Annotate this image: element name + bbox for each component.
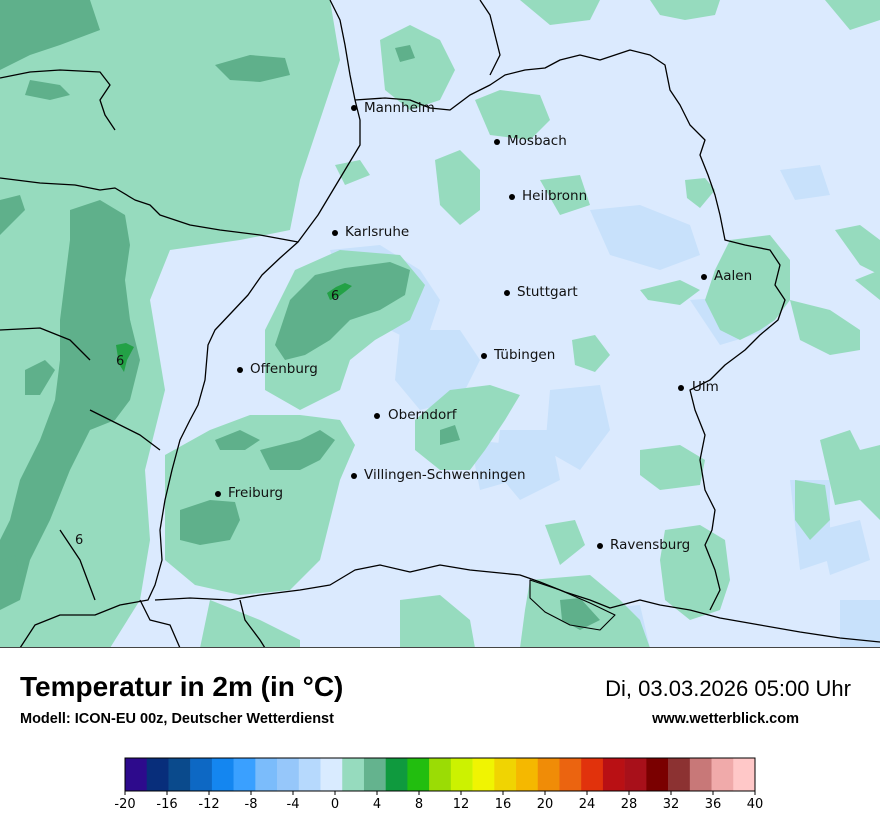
legend-tick-label: 28 (621, 797, 638, 812)
city-label-ulm: Ulm (692, 379, 719, 395)
city-label-ravensburg: Ravensburg (610, 537, 690, 553)
legend-swatch (211, 758, 234, 791)
map-title: Temperatur in 2m (in °C) (20, 671, 344, 702)
legend-swatch (668, 758, 691, 791)
legend-swatch (342, 758, 365, 791)
city-offenburg: Offenburg (237, 361, 318, 377)
legend-swatch (385, 758, 408, 791)
temperature-map: Mannheim Mosbach Heilbronn Karlsruhe Stu… (0, 0, 880, 648)
legend-swatch (298, 758, 321, 791)
legend-tick-label: 40 (747, 797, 764, 812)
city-label-tuebingen: Tübingen (493, 347, 555, 363)
legend-swatch (494, 758, 517, 791)
legend-swatch (733, 758, 756, 791)
legend-tick-label: -20 (114, 797, 135, 812)
city-label-freiburg: Freiburg (228, 485, 283, 501)
city-mannheim: Mannheim (351, 100, 435, 116)
valid-time: Di, 03.03.2026 05:00 Uhr (605, 676, 851, 701)
city-label-villingen-schwenningen: Villingen-Schwenningen (364, 467, 526, 483)
legend-swatch (363, 758, 386, 791)
legend-swatch (581, 758, 604, 791)
legend-swatch (429, 758, 452, 791)
legend-tick-label: 8 (415, 797, 423, 812)
map-canvas: Mannheim Mosbach Heilbronn Karlsruhe Stu… (0, 0, 880, 648)
value-label: 6 (116, 354, 124, 369)
city-karlsruhe: Karlsruhe (332, 224, 409, 240)
city-label-mosbach: Mosbach (507, 133, 567, 149)
legend-swatch (711, 758, 734, 791)
city-label-heilbronn: Heilbronn (522, 188, 587, 204)
legend-svg: -20 -16 -12 -8 -4 0 4 8 12 16 20 24 28 32 36 40 (114, 757, 764, 812)
legend-tick-label: 24 (579, 797, 596, 812)
legend-swatch (277, 758, 300, 791)
legend-tick-label: 16 (495, 797, 512, 812)
legend-tick-label: -4 (287, 797, 300, 812)
city-aalen: Aalen (701, 268, 752, 284)
legend-tick-label: 32 (663, 797, 680, 812)
legend-swatch (537, 758, 560, 791)
legend-swatch (255, 758, 278, 791)
legend-swatch (516, 758, 539, 791)
legend-tick-label: -8 (245, 797, 258, 812)
city-freiburg: Freiburg (215, 485, 283, 501)
city-mosbach: Mosbach (494, 133, 567, 149)
city-label-karlsruhe: Karlsruhe (345, 224, 409, 240)
band-4-6 (0, 0, 600, 630)
city-heilbronn: Heilbronn (509, 188, 587, 204)
legend-swatch (472, 758, 495, 791)
legend-swatch (407, 758, 430, 791)
city-ravensburg: Ravensburg (597, 537, 690, 553)
legend-frame (124, 757, 756, 792)
city-tuebingen: Tübingen (481, 347, 555, 363)
city-villingen-schwenningen: Villingen-Schwenningen (351, 467, 526, 483)
color-legend: -20 -16 -12 -8 -4 0 4 8 12 16 20 24 28 32 36 40 (110, 755, 770, 815)
value-label: 6 (331, 289, 339, 304)
legend-swatch (602, 758, 625, 791)
legend-tick-label: 36 (705, 797, 722, 812)
value-labels: 6 6 6 (75, 289, 339, 548)
legend-swatch (559, 758, 582, 791)
legend-tick-label: 4 (373, 797, 381, 812)
city-oberndorf: Oberndorf (374, 407, 458, 423)
city-label-mannheim: Mannheim (364, 100, 435, 116)
borders (0, 0, 880, 648)
legend-swatch (125, 758, 148, 791)
city-label-oberndorf: Oberndorf (388, 407, 458, 423)
legend-swatch (233, 758, 256, 791)
legend-tick-label: 20 (537, 797, 554, 812)
legend-swatch (320, 758, 343, 791)
legend-swatch (190, 758, 213, 791)
legend-tick-label: -16 (156, 797, 177, 812)
cities: Mannheim Mosbach Heilbronn Karlsruhe Stu… (215, 100, 752, 553)
legend-tick-label: 0 (331, 797, 339, 812)
model-info: Modell: ICON-EU 00z, Deutscher Wetterdie… (20, 711, 334, 727)
legend-swatch (168, 758, 191, 791)
legend-tick-label: -12 (198, 797, 219, 812)
legend-swatch (146, 758, 169, 791)
band-6-8 (116, 283, 352, 372)
city-label-offenburg: Offenburg (250, 361, 318, 377)
legend-swatch (689, 758, 712, 791)
city-ulm: Ulm (678, 379, 719, 395)
city-label-stuttgart: Stuttgart (517, 284, 578, 300)
city-stuttgart: Stuttgart (504, 284, 578, 300)
value-label: 6 (75, 533, 83, 548)
legend-swatch (450, 758, 473, 791)
website-link[interactable]: www.wetterblick.com (652, 711, 799, 727)
legend-swatch (624, 758, 647, 791)
legend-swatch (646, 758, 669, 791)
legend-tick-label: 12 (453, 797, 470, 812)
city-label-aalen: Aalen (714, 268, 752, 284)
